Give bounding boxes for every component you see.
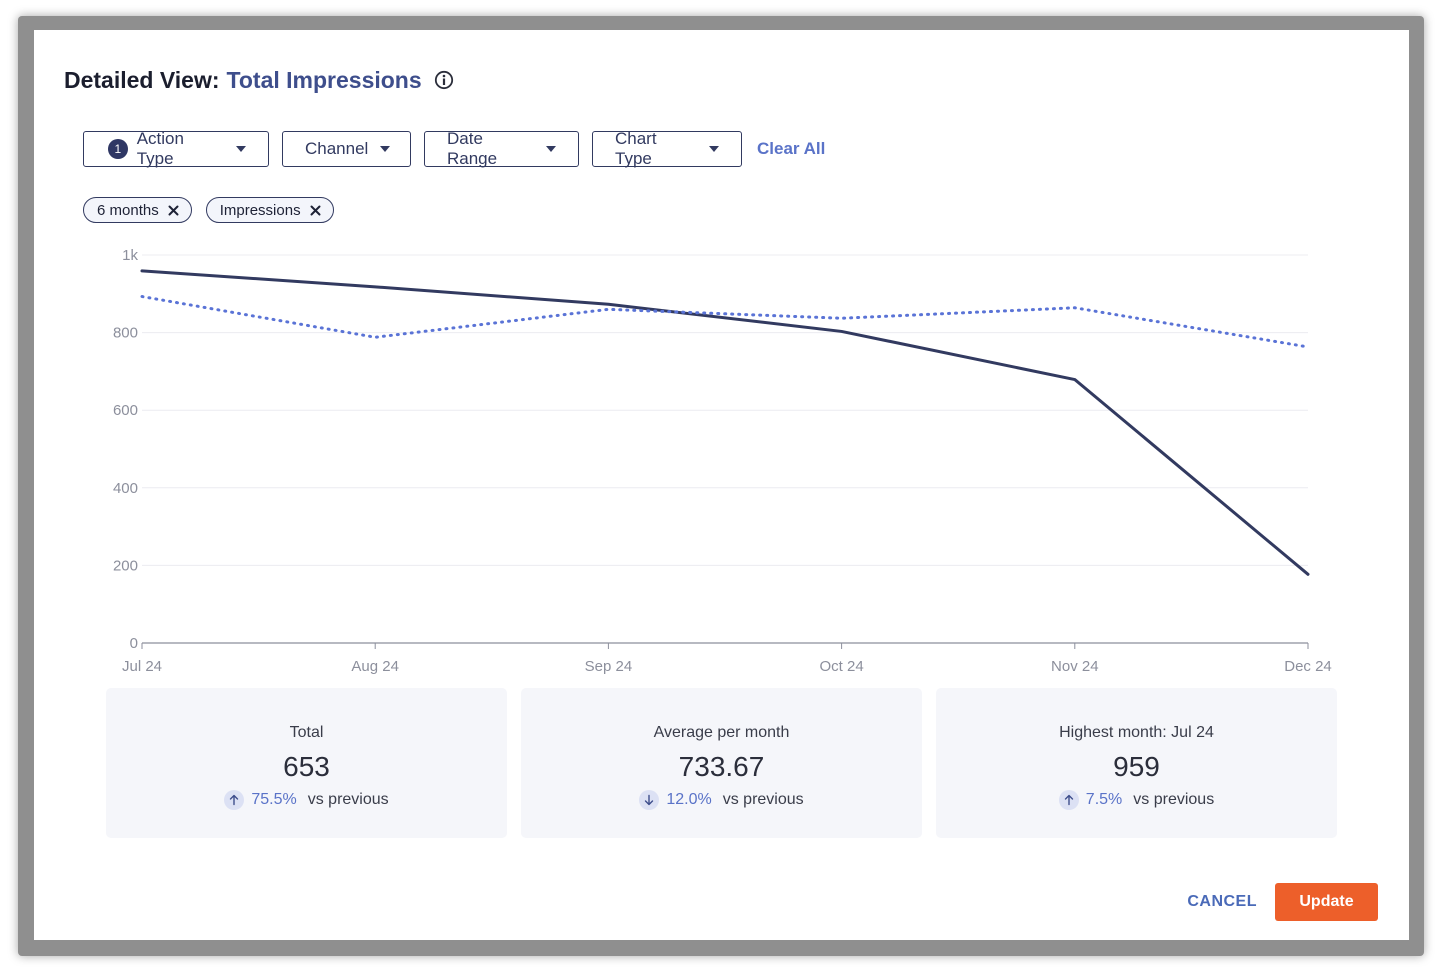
chart-type-dropdown[interactable]: Chart Type	[592, 129, 742, 168]
stat-change-percent: 12.0%	[666, 791, 712, 808]
stat-value: 959	[1113, 751, 1160, 782]
date-range-label: Date Range	[447, 129, 498, 168]
arrow-down-icon	[639, 790, 660, 810]
caret-down-icon	[546, 146, 556, 152]
stat-card-average: Average per month 733.67 12.0% vs previo…	[521, 688, 922, 838]
title-prefix: Detailed View:	[64, 66, 220, 93]
filter-count-badge: 1	[108, 139, 128, 159]
clear-all-link[interactable]: Clear All	[757, 139, 826, 158]
cancel-button[interactable]: CANCEL	[1187, 893, 1257, 910]
y-tick-label: 400	[113, 480, 138, 497]
stat-card-highest: Highest month: Jul 24 959 7.5% vs previo…	[936, 688, 1337, 838]
dialog-title: Detailed View: Total Impressions	[64, 64, 454, 96]
stat-label: Average per month	[653, 724, 790, 741]
info-icon[interactable]	[434, 70, 454, 90]
stat-change-suffix: vs previous	[307, 791, 389, 808]
arrow-up-icon	[224, 790, 245, 810]
stat-label: Highest month: Jul 24	[1059, 724, 1214, 741]
stat-card-total: Total 653 75.5% vs previous	[106, 688, 507, 838]
caret-down-icon	[380, 146, 391, 152]
action-type-label: Action Type	[136, 129, 184, 168]
x-tick-label: Sep 24	[585, 658, 633, 675]
filter-bar: 1 Action Type Channel Date Range Chart T…	[83, 129, 826, 168]
active-filter-chips: 6 months Impressions	[83, 197, 334, 223]
stat-value: 653	[283, 751, 330, 782]
y-tick-label: 1k	[122, 247, 138, 264]
x-tick-label: Nov 24	[1051, 658, 1099, 675]
date-range-dropdown[interactable]: Date Range	[424, 129, 579, 168]
remove-chip-icon[interactable]	[310, 205, 321, 216]
stat-change-suffix: vs previous	[1133, 791, 1215, 808]
series-line-solid	[140, 269, 1310, 576]
x-tick-label: Oct 24	[820, 658, 864, 675]
y-tick-label: 600	[113, 402, 138, 419]
stat-change: 75.5% vs previous	[224, 790, 389, 810]
y-tick-label: 200	[113, 557, 138, 574]
stat-change: 7.5% vs previous	[1058, 790, 1215, 810]
x-tick-label: Aug 24	[351, 658, 399, 675]
detailed-view-dialog: Detailed View: Total Impressions 1 Actio…	[34, 30, 1409, 940]
caret-down-icon	[709, 146, 719, 152]
stat-change-percent: 75.5%	[251, 791, 297, 808]
title-metric: Total Impressions	[226, 66, 422, 93]
remove-chip-icon[interactable]	[168, 205, 179, 216]
chart-type-label: Chart Type	[615, 129, 657, 168]
chip-date-range: 6 months	[83, 197, 192, 223]
stat-value: 733.67	[678, 751, 765, 782]
chip-metric: Impressions	[205, 197, 334, 223]
chip-label: 6 months	[97, 201, 159, 219]
y-tick-label: 0	[130, 635, 138, 652]
stat-change-suffix: vs previous	[722, 791, 804, 808]
dialog-footer: CANCEL Update	[1187, 883, 1378, 921]
stat-change-percent: 7.5%	[1085, 791, 1123, 808]
arrow-up-icon	[1058, 790, 1079, 810]
action-type-dropdown[interactable]: 1 Action Type	[83, 129, 269, 168]
x-tick-label: Dec 24	[1284, 658, 1332, 675]
y-tick-label: 800	[113, 325, 138, 342]
impressions-line-chart: 0 200 400 600 800 1k Jul 24 Aug 24 Sep 24 Oct 24 N…	[113, 247, 1332, 675]
stat-change: 12.0% vs previous	[639, 790, 804, 810]
update-button[interactable]: Update	[1275, 883, 1378, 921]
stat-label: Total	[289, 724, 324, 741]
channel-label: Channel	[305, 139, 369, 158]
series-line-dotted	[140, 295, 1310, 349]
channel-dropdown[interactable]: Channel	[282, 131, 411, 167]
caret-down-icon	[236, 146, 246, 152]
chip-label: Impressions	[219, 201, 301, 219]
summary-cards: Total 653 75.5% vs previous Average per …	[106, 688, 1337, 838]
x-tick-label: Jul 24	[122, 658, 162, 675]
